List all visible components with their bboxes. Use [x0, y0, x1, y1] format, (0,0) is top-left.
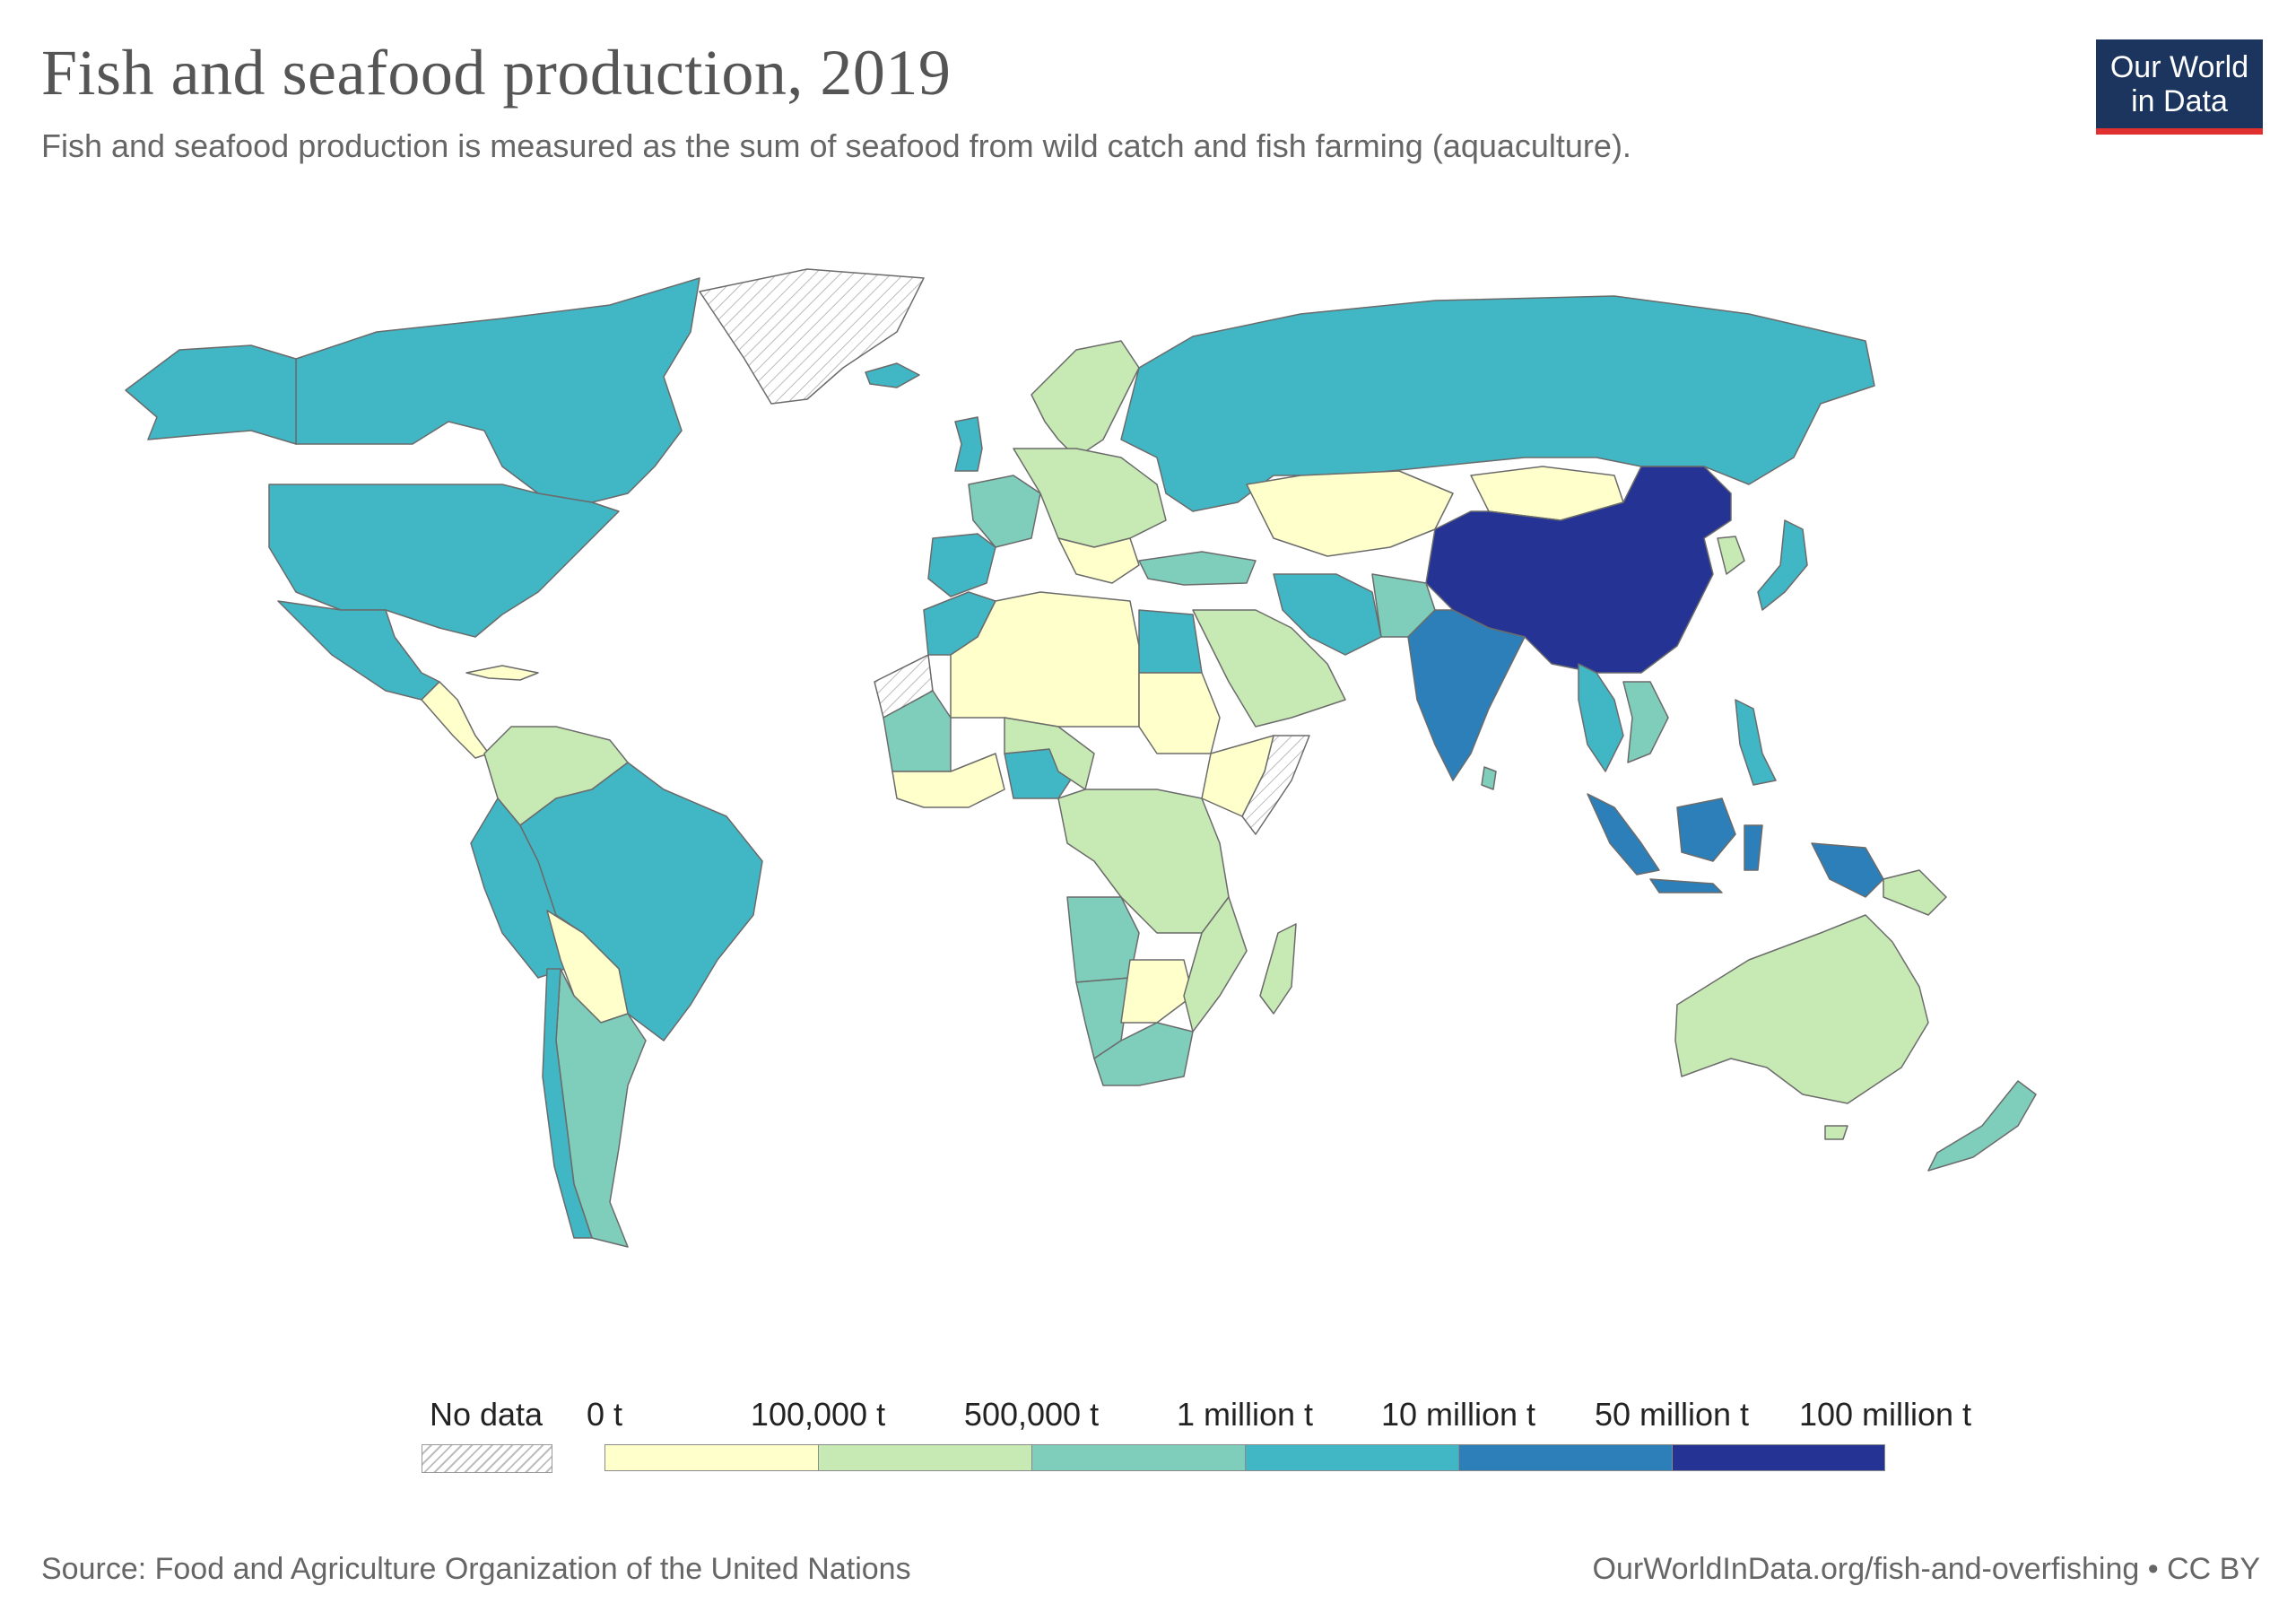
legend-bin-label-5: 50 million t	[1594, 1396, 1750, 1433]
legend-swatch-0[interactable]	[604, 1444, 818, 1471]
legend-bin-label-1: 100,000 t	[750, 1396, 886, 1433]
country-tasmania[interactable]	[1824, 1125, 1848, 1140]
country-japan[interactable]	[1757, 519, 1808, 611]
country-indonesia-java[interactable]	[1649, 878, 1723, 893]
country-turkey[interactable]	[1138, 551, 1257, 586]
country-papua-new-guinea[interactable]	[1883, 869, 1947, 916]
legend-bin-label-3: 1 million t	[1176, 1396, 1314, 1433]
legend-no-data-label: No data	[429, 1396, 544, 1433]
country-chile[interactable]	[542, 968, 593, 1239]
country-alaska[interactable]	[125, 344, 297, 445]
source-url-link[interactable]: OurWorldInData.org/fish-and-overfishing …	[1592, 1552, 2260, 1586]
legend-bin-label-4: 10 million t	[1380, 1396, 1536, 1433]
country-cuba[interactable]	[465, 665, 539, 681]
country-iceland[interactable]	[865, 362, 920, 388]
country-south-africa[interactable]	[1093, 1022, 1194, 1086]
country-central-america[interactable]	[421, 681, 490, 759]
country-australia[interactable]	[1674, 914, 1929, 1104]
country-chad-niger[interactable]	[1004, 717, 1095, 790]
country-west-africa[interactable]	[891, 753, 1005, 808]
country-ethiopia[interactable]	[1201, 735, 1274, 817]
logo-line-2: in Data	[2131, 84, 2228, 118]
logo-line-1: Our World	[2109, 50, 2249, 84]
legend-color-bar	[604, 1444, 1885, 1471]
country-canada[interactable]	[295, 277, 700, 503]
legend-bin-label-2: 500,000 t	[963, 1396, 1100, 1433]
country-iran[interactable]	[1273, 573, 1382, 656]
country-mozambique[interactable]	[1183, 896, 1248, 1033]
legend-swatch-1[interactable]	[818, 1444, 1031, 1471]
legend-swatch-2[interactable]	[1031, 1444, 1245, 1471]
legend-swatch-3[interactable]	[1245, 1444, 1458, 1471]
country-greenland[interactable]	[699, 268, 925, 405]
country-balkans[interactable]	[1057, 537, 1140, 584]
legend-no-data-swatch[interactable]	[422, 1444, 552, 1473]
country-united-states[interactable]	[268, 484, 620, 638]
legend-bin-label-0: 0 t	[586, 1396, 623, 1433]
country-france[interactable]	[968, 475, 1041, 548]
country-mauritania[interactable]	[883, 690, 952, 772]
country-korea[interactable]	[1717, 536, 1745, 575]
country-vietnam[interactable]	[1622, 681, 1669, 763]
legend-swatch-5[interactable]	[1672, 1444, 1885, 1471]
country-philippines[interactable]	[1735, 699, 1777, 786]
world-map	[125, 268, 2037, 1248]
owid-logo[interactable]: Our World in Data	[2096, 39, 2263, 135]
country-iberia[interactable]	[927, 533, 996, 597]
country-central-europe[interactable]	[1013, 448, 1167, 548]
country-indonesia-borneo[interactable]	[1676, 797, 1736, 862]
country-zambia-zimbabwe[interactable]	[1120, 959, 1194, 1024]
country-madagascar[interactable]	[1259, 923, 1297, 1015]
country-arabian-peninsula[interactable]	[1192, 609, 1346, 728]
country-sudan[interactable]	[1138, 672, 1221, 754]
country-kazakhstan[interactable]	[1246, 470, 1454, 557]
legend-end-label: 100 million t	[1798, 1396, 1972, 1433]
source-note: Source: Food and Agriculture Organizatio…	[41, 1552, 911, 1586]
country-norway-sweden-finland[interactable]	[1031, 340, 1140, 458]
chart-title: Fish and seafood production, 2019	[41, 37, 952, 109]
country-myanmar-thailand[interactable]	[1578, 663, 1624, 772]
country-indonesia-sulawesi[interactable]	[1744, 824, 1763, 871]
legend-swatch-4[interactable]	[1458, 1444, 1672, 1471]
country-indonesia-sumatra[interactable]	[1587, 793, 1660, 876]
country-india[interactable]	[1407, 609, 1526, 781]
country-sri-lanka[interactable]	[1481, 766, 1497, 790]
country-egypt[interactable]	[1138, 609, 1203, 674]
country-indonesia-papua[interactable]	[1811, 842, 1884, 898]
country-united-kingdom[interactable]	[954, 416, 983, 472]
chart-subtitle: Fish and seafood production is measured …	[41, 127, 1631, 164]
country-new-zealand[interactable]	[1927, 1080, 2037, 1172]
